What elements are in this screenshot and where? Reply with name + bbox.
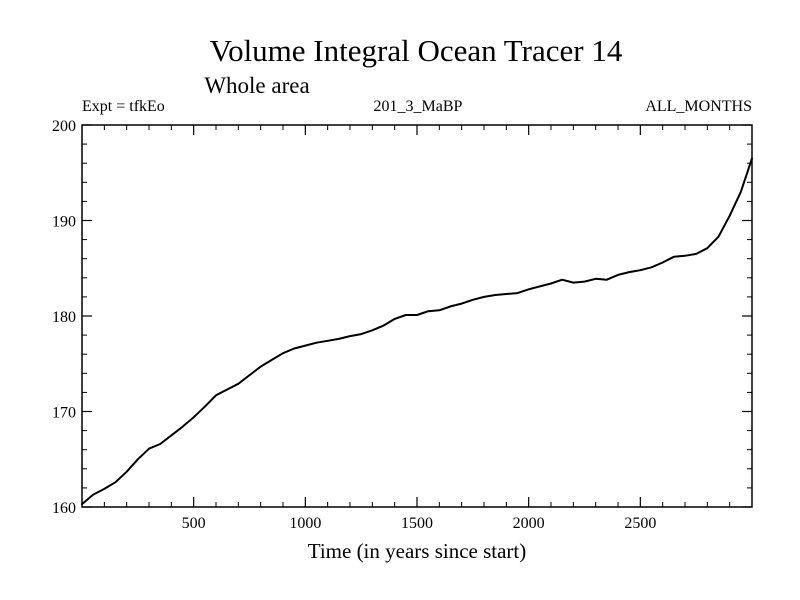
x-axis-label: Time (in years since start)	[308, 539, 527, 563]
x-tick-label: 2500	[624, 515, 656, 532]
chart-subtitle: Whole area	[204, 73, 309, 98]
x-tick-label: 1000	[289, 515, 321, 532]
x-tick-label: 2000	[513, 515, 545, 532]
x-tick-label: 1500	[401, 515, 433, 532]
x-tick-label: 500	[182, 515, 206, 532]
series-group	[81, 157, 753, 506]
run-label: 201_3_MaBP	[374, 98, 463, 115]
experiment-label: Expt = tfkEo	[82, 98, 165, 115]
y-tick-label: 190	[52, 214, 76, 231]
chart-title: Volume Integral Ocean Tracer 14	[210, 33, 623, 68]
series-line	[81, 157, 753, 506]
y-tick-label: 180	[52, 309, 76, 326]
y-tick-label: 160	[52, 500, 76, 517]
axis-ticks: 500 1000 1500 2000 2500 160 170 180 190 200	[52, 118, 752, 532]
plot-frame	[81, 124, 753, 508]
months-label: ALL_MONTHS	[645, 98, 752, 115]
y-tick-label: 200	[52, 118, 76, 135]
y-tick-label: 170	[52, 405, 76, 422]
